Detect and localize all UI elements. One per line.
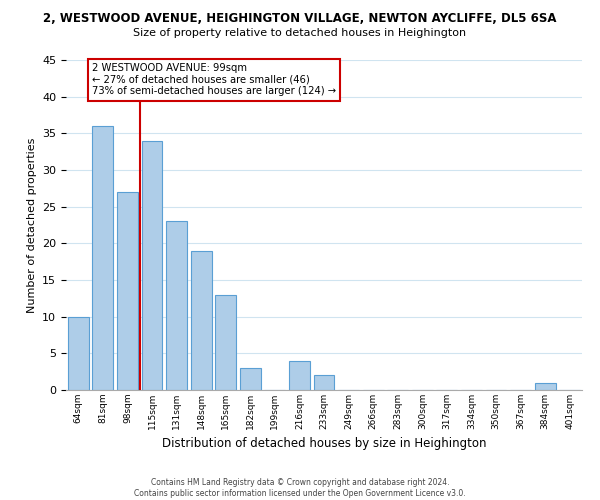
Text: 2, WESTWOOD AVENUE, HEIGHINGTON VILLAGE, NEWTON AYCLIFFE, DL5 6SA: 2, WESTWOOD AVENUE, HEIGHINGTON VILLAGE,… <box>43 12 557 26</box>
Text: 2 WESTWOOD AVENUE: 99sqm
← 27% of detached houses are smaller (46)
73% of semi-d: 2 WESTWOOD AVENUE: 99sqm ← 27% of detach… <box>92 64 336 96</box>
Bar <box>191 250 212 390</box>
Bar <box>92 126 113 390</box>
X-axis label: Distribution of detached houses by size in Heighington: Distribution of detached houses by size … <box>162 438 486 450</box>
Bar <box>535 382 556 390</box>
Bar <box>166 222 187 390</box>
Bar <box>314 376 334 390</box>
Text: Contains HM Land Registry data © Crown copyright and database right 2024.
Contai: Contains HM Land Registry data © Crown c… <box>134 478 466 498</box>
Bar <box>215 294 236 390</box>
Bar <box>240 368 261 390</box>
Bar <box>289 360 310 390</box>
Text: Size of property relative to detached houses in Heighington: Size of property relative to detached ho… <box>133 28 467 38</box>
Bar <box>142 140 163 390</box>
Bar <box>117 192 138 390</box>
Bar <box>68 316 89 390</box>
Y-axis label: Number of detached properties: Number of detached properties <box>26 138 37 312</box>
